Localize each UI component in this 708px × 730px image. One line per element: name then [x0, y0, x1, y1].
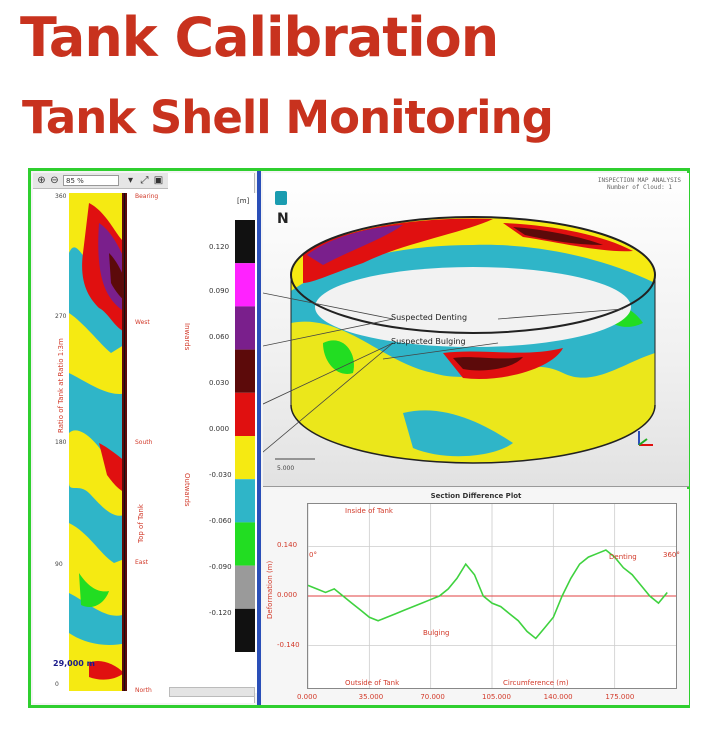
- dropdown-icon[interactable]: ▾: [127, 175, 134, 186]
- zoom-out-icon[interactable]: ⊖: [50, 175, 59, 186]
- tank-3d-view[interactable]: INSPECTION MAP ANALYSIS Number of Cloud:…: [263, 173, 689, 487]
- strip-tick: 90: [55, 561, 63, 568]
- legend-value: -0.060: [209, 517, 232, 525]
- difference-plot: [307, 503, 677, 689]
- legend-swatch: [235, 349, 255, 393]
- legend-label-bottom: Outwards: [183, 473, 191, 507]
- page-subtitle: Tank Shell Monitoring: [22, 91, 554, 144]
- color-legend: [m] 0.120 0.090 0.060 0.030 0.000 -0.030…: [169, 193, 257, 693]
- legend-value: -0.030: [209, 471, 232, 479]
- legend-value: -0.120: [209, 609, 232, 617]
- y-tick-label: 0.140: [277, 540, 298, 549]
- strip-side-label: South: [135, 439, 153, 446]
- legend-value: -0.090: [209, 563, 232, 571]
- strip-tick: 180: [55, 439, 67, 446]
- fit-view-icon[interactable]: ⤢: [140, 175, 149, 186]
- view-scale-label: 5.000: [277, 465, 295, 472]
- view-header-line: INSPECTION MAP ANALYSIS: [597, 177, 681, 184]
- strip-side-label: North: [135, 687, 152, 694]
- page-title: Tank Calibration: [20, 6, 499, 69]
- screenshot-frame: ⊕ ⊖ 85 % ▾ ⤢ ▣: [28, 168, 690, 708]
- x-tick-label: 175.000: [605, 693, 635, 701]
- zoom-select[interactable]: 85 %: [63, 175, 119, 186]
- strip-side-label: Bearing: [135, 193, 159, 200]
- panel-splitter[interactable]: [257, 171, 261, 705]
- strip-side-label: East: [135, 559, 148, 566]
- legend-swatch: [235, 306, 255, 350]
- legend-swatch: [235, 565, 255, 609]
- legend-horizontal-scrollbar[interactable]: [169, 687, 255, 697]
- legend-color-bar: [235, 220, 255, 652]
- plot-note-outside: Outside of Tank: [345, 679, 400, 687]
- zoom-in-icon[interactable]: ⊕: [37, 175, 46, 186]
- legend-value: 0.060: [209, 333, 230, 341]
- x-tick-label: 0.000: [297, 693, 318, 701]
- x-tick-label: 105.000: [482, 693, 511, 701]
- view-header-line: Number of Cloud: 1: [606, 184, 672, 191]
- compass-icon: [275, 191, 287, 205]
- view-header: INSPECTION MAP ANALYSIS Number of Cloud:…: [598, 177, 681, 191]
- tank-3d-render: [263, 216, 656, 464]
- x-tick-label: 35.000: [358, 693, 384, 701]
- difference-plot-panel: Section Difference Plot Deformation (m) …: [263, 489, 689, 705]
- north-label: N: [277, 211, 289, 227]
- strip-tick: 270: [55, 313, 67, 320]
- export-icon[interactable]: ▣: [153, 175, 164, 186]
- annotation-denting: Suspected Denting: [391, 313, 468, 322]
- strip-tick: 360: [55, 193, 67, 200]
- legend-label-top: Inwards: [183, 323, 191, 351]
- plot-note-inside: Inside of Tank: [345, 507, 393, 515]
- strip-scale-label: 29,000 m: [53, 659, 95, 668]
- strip-tick: 0: [55, 681, 59, 688]
- legend-swatch: [235, 479, 255, 523]
- plot-x-title: Circumference (m): [503, 679, 569, 687]
- y-tick-label: -0.140: [277, 641, 300, 650]
- legend-unit: [m]: [237, 197, 250, 205]
- legend-swatch: [235, 436, 255, 480]
- legend-value: 0.090: [209, 287, 230, 295]
- plot-title: Section Difference Plot: [430, 492, 522, 500]
- y-tick-label: 0.000: [277, 591, 298, 599]
- strip-vertical-label: Ratio of Tank at Ratio 1:3m: [57, 338, 65, 433]
- legend-value: 0.120: [209, 243, 230, 251]
- legend-value: 0.000: [209, 425, 230, 433]
- plot-end-left: 0°: [309, 551, 317, 559]
- plot-note-denting: Denting: [609, 553, 637, 561]
- legend-value: 0.030: [209, 379, 230, 387]
- legend-swatch: [235, 220, 255, 264]
- deformation-series-line: [308, 549, 668, 640]
- strip-toolbar: ⊕ ⊖ 85 % ▾ ⤢ ▣: [33, 173, 168, 189]
- plot-end-right: 360°: [663, 551, 680, 559]
- plot-note-bulging: Bulging: [423, 629, 450, 637]
- unrolled-strip-map: [69, 193, 127, 691]
- legend-swatch: [235, 608, 255, 652]
- strip-viewer-panel: ⊕ ⊖ 85 % ▾ ⤢ ▣: [33, 173, 257, 703]
- strip-side-label: West: [135, 319, 150, 326]
- strip-vertical-label-right: Top of Tank: [137, 504, 145, 543]
- legend-swatch: [235, 392, 255, 436]
- x-tick-label: 140.000: [543, 693, 573, 701]
- annotation-bulging: Suspected Bulging: [391, 337, 466, 346]
- legend-swatch: [235, 263, 255, 307]
- x-tick-label: 70.000: [420, 693, 445, 701]
- legend-swatch: [235, 522, 255, 566]
- plot-y-label: Deformation (m): [266, 560, 274, 619]
